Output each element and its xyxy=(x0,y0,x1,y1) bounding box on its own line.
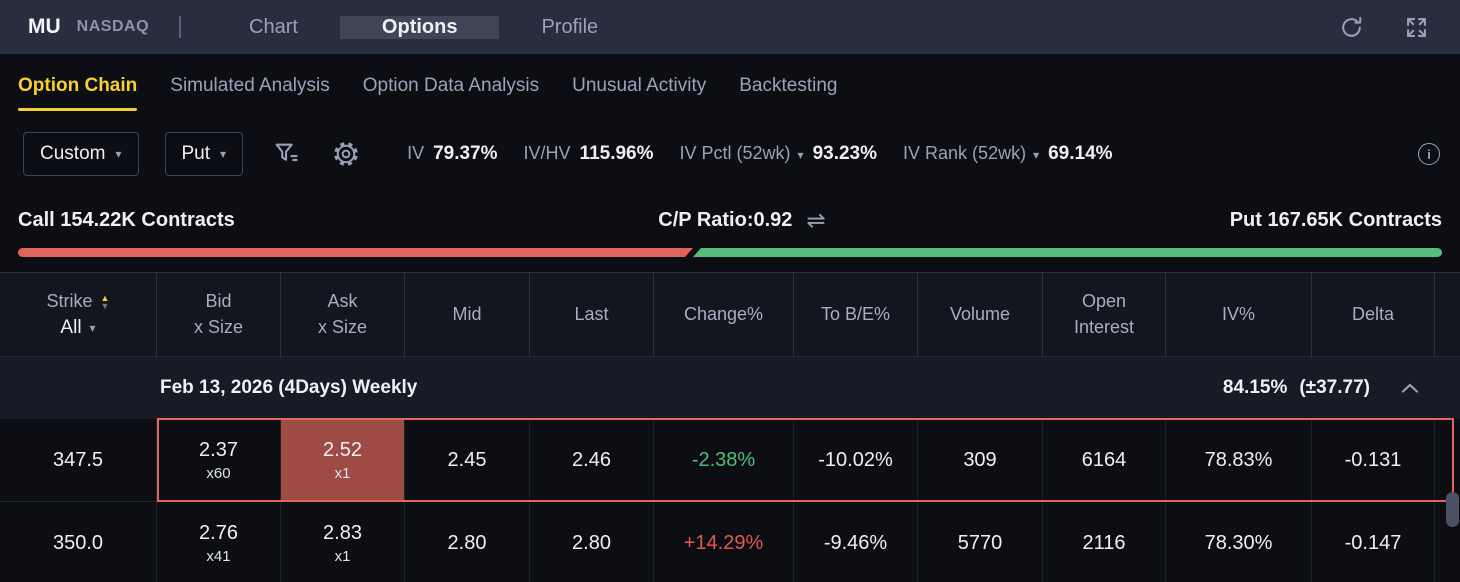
chevron-up-icon[interactable] xyxy=(1400,382,1420,394)
vertical-scrollbar-thumb[interactable] xyxy=(1446,492,1459,527)
caret-down-icon: ▾ xyxy=(220,147,227,161)
open-interest-cell: 6164 xyxy=(1043,419,1166,501)
strike-cell: 350.0 xyxy=(0,502,157,582)
call-contracts-label: Call 154.22K Contracts xyxy=(18,208,235,231)
expiry-iv: 84.15% xyxy=(1222,377,1288,398)
iv-pctl-stat: IV Pctl (52wk) ▾ 93.23% xyxy=(680,143,878,165)
open-interest-cell: 2116 xyxy=(1043,502,1166,582)
column-last: Last xyxy=(530,273,654,356)
caret-down-icon: ▾ xyxy=(1033,148,1040,162)
call-ratio-segment xyxy=(18,248,693,257)
option-chain-table: Strike ▲ ▼ All ▾ Bid x Size Ask x Size Mid… xyxy=(0,272,1460,582)
side-select-value: Put xyxy=(181,143,211,164)
ivhv-label: IV/HV xyxy=(523,143,571,163)
iv-rank-dropdown[interactable]: IV Rank (52wk) ▾ xyxy=(903,143,1040,163)
delta-cell: -0.147 xyxy=(1312,502,1435,582)
column-bid: Bid x Size xyxy=(157,273,281,356)
expiry-date-label: Feb 13, 2026 (4Days) Weekly xyxy=(160,377,418,398)
iv-rank-stat: IV Rank (52wk) ▾ 69.14% xyxy=(903,143,1113,165)
caret-down-icon: ▾ xyxy=(89,320,96,335)
filter-icon[interactable] xyxy=(269,137,303,171)
to-be-cell: -10.02% xyxy=(794,419,918,501)
settings-gear-icon[interactable] xyxy=(329,137,363,171)
chain-toolbar: Custom ▾ Put ▾ IV 79.37% IV/HV 115.96% I… xyxy=(0,118,1460,190)
tab-simulated-analysis[interactable]: Simulated Analysis xyxy=(170,75,330,96)
strategy-select[interactable]: Custom ▾ xyxy=(23,132,139,176)
tab-option-data-analysis[interactable]: Option Data Analysis xyxy=(362,75,540,96)
tab-unusual-activity[interactable]: Unusual Activity xyxy=(572,75,707,96)
table-row[interactable]: 350.0 2.76 x41 2.83 x1 2.80 2.80 +14.29% -… xyxy=(0,502,1460,582)
strategy-select-value: Custom xyxy=(40,143,106,164)
symbol-block: MU NASDAQ Chart Options Profile xyxy=(0,0,640,54)
column-open-interest: Open Interest xyxy=(1043,273,1166,356)
top-bar: MU NASDAQ Chart Options Profile xyxy=(0,0,1460,54)
call-put-ratio-bar xyxy=(18,248,1442,257)
ivhv-stat: IV/HV 115.96% xyxy=(524,143,654,165)
tab-backtesting[interactable]: Backtesting xyxy=(739,75,838,96)
bid-cell[interactable]: 2.76 x41 xyxy=(157,502,281,582)
iv-cell: 78.30% xyxy=(1166,502,1312,582)
caret-down-icon: ▾ xyxy=(115,147,122,161)
last-cell: 2.46 xyxy=(530,419,654,501)
table-row[interactable]: 347.5 2.37 x60 2.52 x1 2.45 2.46 -2.38% -1… xyxy=(0,418,1460,502)
iv-value: 79.37% xyxy=(433,143,498,164)
put-contracts-label: Put 167.65K Contracts xyxy=(1229,208,1442,231)
last-cell: 2.80 xyxy=(530,502,654,582)
swap-icon[interactable]: ⇌ xyxy=(806,206,826,233)
change-cell: +14.29% xyxy=(654,502,794,582)
put-ratio-segment xyxy=(692,248,1442,257)
column-strike: Strike ▲ ▼ All ▾ xyxy=(0,273,157,356)
column-mid: Mid xyxy=(405,273,530,356)
refresh-icon[interactable] xyxy=(1338,14,1365,41)
iv-pctl-value: 93.23% xyxy=(812,143,878,164)
to-be-cell: -9.46% xyxy=(794,502,918,582)
filler-cell xyxy=(1435,419,1460,501)
iv-pctl-dropdown[interactable]: IV Pctl (52wk) ▾ xyxy=(679,143,804,163)
iv-label: IV xyxy=(407,143,425,163)
tab-options[interactable]: Options xyxy=(339,15,500,39)
expiry-group-row[interactable]: Feb 13, 2026 (4Days) Weekly 84.15% (±37.… xyxy=(0,357,1460,419)
volume-cell: 5770 xyxy=(918,502,1043,582)
info-icon[interactable]: i xyxy=(1418,143,1440,165)
iv-cell: 78.83% xyxy=(1166,419,1312,501)
caret-down-icon: ▾ xyxy=(797,148,804,162)
cp-ratio-label: C/P Ratio:0.92 xyxy=(658,208,793,231)
table-header: Strike ▲ ▼ All ▾ Bid x Size Ask x Size Mid… xyxy=(0,272,1460,357)
strike-cell: 347.5 xyxy=(0,419,157,501)
column-to-be: To B/E% xyxy=(794,273,918,356)
column-filler xyxy=(1435,273,1460,356)
options-subnav: Option Chain Simulated Analysis Option D… xyxy=(0,54,1460,118)
tab-chart[interactable]: Chart xyxy=(249,15,298,38)
ask-cell[interactable]: 2.83 x1 xyxy=(281,502,405,582)
topbar-actions xyxy=(1338,0,1460,54)
tab-profile[interactable]: Profile xyxy=(541,15,599,38)
column-iv: IV% xyxy=(1166,273,1312,356)
ivhv-value: 115.96% xyxy=(579,143,654,164)
iv-rank-value: 69.14% xyxy=(1048,143,1113,164)
bid-cell[interactable]: 2.37 x60 xyxy=(157,419,281,501)
exchange-label: NASDAQ xyxy=(76,18,150,35)
sort-icon[interactable]: ▲ ▼ xyxy=(100,292,110,311)
fullscreen-icon[interactable] xyxy=(1403,14,1430,41)
mid-cell: 2.45 xyxy=(405,419,530,501)
tab-option-chain[interactable]: Option Chain xyxy=(18,54,138,118)
column-ask: Ask x Size xyxy=(281,273,405,356)
call-put-ratio-section: Call 154.22K Contracts C/P Ratio:0.92 ⇌ … xyxy=(0,190,1460,272)
divider xyxy=(179,16,182,38)
volume-cell: 309 xyxy=(918,419,1043,501)
mid-cell: 2.80 xyxy=(405,502,530,582)
ticker-symbol: MU xyxy=(28,15,61,38)
delta-cell: -0.131 xyxy=(1312,419,1435,501)
column-volume: Volume xyxy=(918,273,1043,356)
side-select[interactable]: Put ▾ xyxy=(164,132,244,176)
change-cell: -2.38% xyxy=(654,419,794,501)
column-delta: Delta xyxy=(1312,273,1435,356)
expiry-expected-move: (±37.77) xyxy=(1299,377,1370,398)
ask-cell-highlighted[interactable]: 2.52 x1 xyxy=(281,419,405,501)
iv-stat: IV 79.37% xyxy=(407,143,497,165)
strike-filter-dropdown[interactable]: All ▾ xyxy=(60,317,96,338)
column-change: Change% xyxy=(654,273,794,356)
